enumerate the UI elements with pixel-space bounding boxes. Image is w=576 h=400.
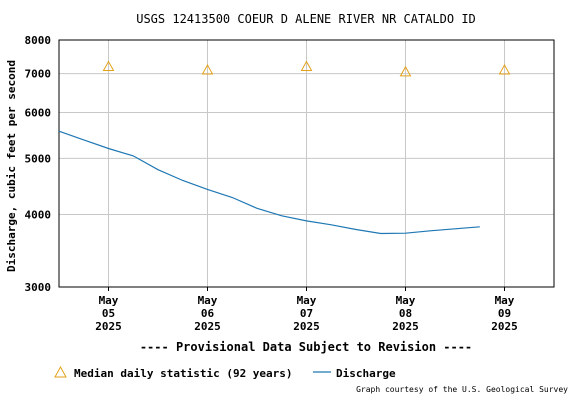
x-tick-label: May (297, 294, 317, 307)
y-axis: 3000 4000 5000 6000 7000 8000 (25, 34, 52, 294)
median-marker (300, 60, 313, 72)
x-tick-label: 2025 (392, 320, 419, 333)
x-tick-label: 2025 (95, 320, 122, 333)
legend: Median daily statistic (92 years) Dischar… (54, 365, 396, 380)
y-tick-label: 7000 (25, 68, 52, 81)
median-marker (498, 64, 511, 75)
x-tick-label: May (495, 294, 515, 307)
x-axis: May052025May062025May072025May082025May0… (95, 287, 518, 333)
y-axis-label: Discharge, cubic feet per second (5, 60, 18, 272)
x-tick-label: 05 (102, 307, 115, 320)
x-tick-label: 06 (201, 307, 215, 320)
chart-title: USGS 12413500 COEUR D ALENE RIVER NR CAT… (136, 12, 476, 26)
grid (59, 40, 554, 287)
x-tick-label: 09 (498, 307, 511, 320)
median-marker (399, 65, 412, 77)
discharge-line (58, 130, 480, 235)
y-tick-label: 4000 (25, 209, 52, 222)
credit-text: Graph courtesy of the U.S. Geological Su… (356, 385, 568, 394)
y-tick-label: 8000 (25, 34, 52, 47)
y-tick-label: 6000 (25, 106, 52, 119)
x-tick-label: 2025 (293, 320, 320, 333)
median-marker (102, 60, 115, 72)
y-tick-label: 5000 (25, 152, 52, 165)
x-tick-label: 2025 (491, 320, 518, 333)
x-tick-label: May (99, 294, 119, 307)
triangle-icon (54, 365, 67, 378)
x-tick-label: May (396, 294, 416, 307)
legend-label: Discharge (336, 367, 396, 380)
x-tick-label: 2025 (194, 320, 221, 333)
legend-label: Median daily statistic (92 years) (74, 367, 293, 380)
x-tick-label: 08 (399, 307, 412, 320)
y-tick-label: 3000 (25, 281, 52, 294)
provisional-notice: ---- Provisional Data Subject to Revisio… (140, 340, 472, 354)
x-tick-label: May (198, 294, 218, 307)
median-marker (201, 64, 214, 75)
x-tick-label: 07 (300, 307, 313, 320)
series-layer (58, 60, 511, 235)
